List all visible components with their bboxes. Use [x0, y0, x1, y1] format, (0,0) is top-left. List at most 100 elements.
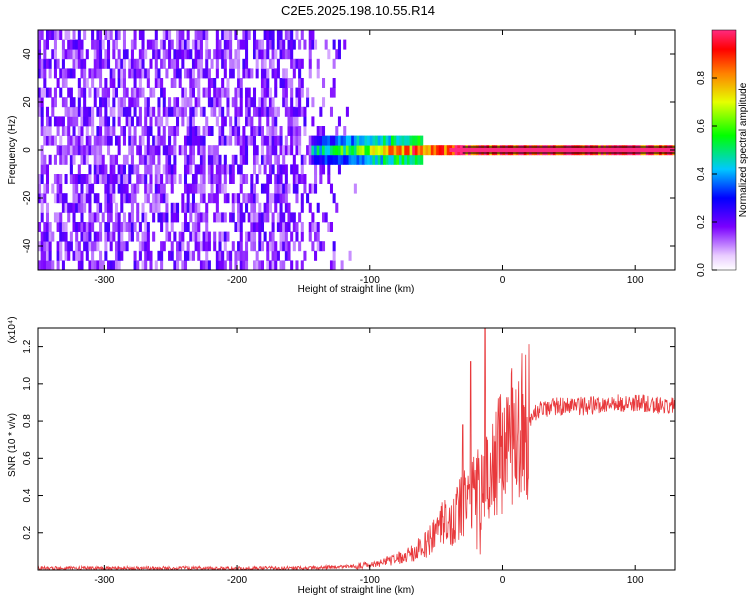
spectrogram-cell: [364, 145, 368, 156]
spectrogram-cell: [292, 241, 296, 252]
spectrogram-cell: [91, 241, 95, 252]
spectrogram-cell: [154, 164, 158, 175]
spectrogram-cell: [96, 241, 100, 252]
spectrogram-cell: [260, 212, 264, 223]
spectrogram-cell: [202, 174, 206, 184]
spectrogram-cell: [183, 174, 188, 184]
spectrogram-cell: [146, 193, 150, 204]
spectrogram-cell: [247, 68, 251, 79]
spectrogram-y-axis-label: Frequency (Hz): [7, 116, 18, 185]
spectrogram-cell: [64, 78, 68, 88]
spectrogram-cell: [48, 68, 52, 79]
spectrogram-cell: [77, 97, 81, 108]
spectrogram-cell: [168, 30, 172, 40]
spectrogram-cell: [107, 202, 111, 213]
spectrogram-cell: [162, 241, 166, 252]
spectrogram-cell: [298, 126, 302, 136]
spectrogram-cell: [234, 87, 238, 98]
spectrogram-cell: [266, 78, 270, 88]
spectrogram-cell: [43, 222, 47, 232]
spectrogram-cell: [242, 30, 246, 40]
spectrogram-cell: [67, 145, 71, 156]
spectrogram-cell: [314, 164, 318, 175]
spectrogram-cell: [314, 135, 318, 146]
spectrogram-cell: [263, 68, 267, 79]
spectrogram-cell: [154, 145, 158, 156]
spectrogram-cell: [276, 106, 280, 117]
spectrogram-cell: [335, 154, 339, 165]
spectrogram-cell: [149, 145, 153, 156]
spectrogram-cell: [327, 154, 331, 165]
spectrogram-cell: [61, 78, 65, 88]
spectrogram-cell: [189, 97, 193, 108]
spectrogram-cell: [168, 145, 172, 156]
spectrogram-cell: [69, 87, 73, 98]
spectrogram-cell: [215, 260, 219, 270]
spectrogram-cell: [388, 154, 392, 165]
spectrogram-cell: [266, 212, 270, 223]
spectrogram-cell: [375, 154, 379, 165]
spectrogram-cell: [255, 58, 259, 69]
spectrogram-cell: [282, 222, 286, 232]
spectrogram-cell: [295, 116, 299, 127]
spectrogram-cell: [48, 250, 52, 261]
spectrogram-cell: [133, 183, 137, 194]
spectrogram-cell: [146, 68, 150, 79]
spectrogram-cell: [231, 97, 235, 108]
spectrogram-cell: [327, 164, 331, 175]
spectrogram-cell: [276, 58, 280, 69]
spectrogram-cell: [290, 145, 294, 156]
spectrogram-cell: [223, 135, 227, 146]
spectrogram-cell: [59, 30, 63, 40]
spectrogram-cell: [258, 97, 262, 108]
spectrogram-cell: [157, 116, 161, 127]
spectrogram-cell: [258, 106, 262, 117]
spectrogram-cell: [99, 135, 103, 146]
spectrogram-cell: [80, 222, 84, 232]
spectrogram-cell: [160, 174, 164, 184]
spectrogram-cell: [93, 241, 97, 252]
spectrogram-cell: [207, 68, 211, 79]
spectrogram-cell: [191, 78, 195, 88]
spectrogram-cell: [298, 212, 302, 223]
spectrogram-cell: [112, 87, 116, 98]
spectrogram-cell: [96, 106, 100, 117]
spectrogram-cell: [372, 135, 376, 146]
spectrogram-cell: [162, 58, 166, 69]
spectrogram-cell: [266, 241, 270, 252]
spectrogram-cell: [43, 231, 47, 242]
spectrogram-cell: [112, 78, 116, 88]
spectrogram-cell: [144, 126, 148, 136]
spectrogram-cell: [75, 193, 79, 204]
spectrogram-cell: [298, 68, 302, 79]
spectrogram-cell: [207, 154, 211, 165]
spectrogram-cell: [77, 193, 81, 204]
spectrogram-cells: [38, 30, 675, 270]
spectrogram-cell: [178, 78, 182, 88]
spectrogram-cell: [237, 164, 241, 175]
spectrogram-cell: [170, 241, 174, 252]
spectrogram-cell: [51, 231, 55, 242]
spectrogram-cell: [231, 202, 235, 213]
spectrogram-cell: [93, 260, 97, 270]
spectrogram-cell: [298, 145, 302, 156]
spectrogram-cell: [213, 49, 217, 60]
spectrogram-cell: [99, 145, 103, 156]
spectrogram-cell: [316, 68, 320, 79]
spectrogram-cell: [144, 174, 148, 184]
spectrogram-cell: [218, 39, 222, 50]
spectrogram-cell: [149, 260, 153, 270]
spectrogram-cell: [274, 49, 278, 60]
spectrogram-cell: [80, 260, 84, 270]
spectrogram-cell: [114, 202, 119, 213]
spectrogram-cell: [343, 39, 347, 50]
spectrogram-cell: [72, 183, 76, 194]
spectrogram-cell: [279, 241, 283, 252]
spectrogram-cell: [83, 154, 87, 165]
spectrogram-cell: [176, 202, 180, 213]
spectrogram-cell: [61, 58, 65, 69]
spectrogram-cell: [258, 241, 262, 252]
spectrogram-cell: [178, 106, 182, 117]
spectrogram-cell: [319, 106, 323, 117]
spectrogram-cell: [109, 30, 113, 40]
